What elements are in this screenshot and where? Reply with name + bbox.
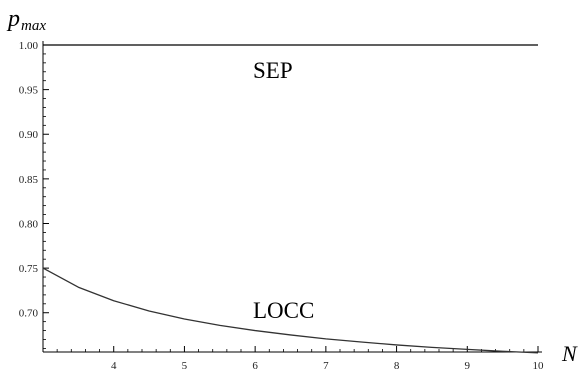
x-tick-label: 7 xyxy=(323,360,329,372)
x-tick-label: 9 xyxy=(465,360,471,372)
locc-line xyxy=(42,267,539,354)
x-tick-label: 5 xyxy=(182,360,188,372)
y-tick-label: 0.95 xyxy=(19,85,39,97)
x-tick-label: 4 xyxy=(111,360,117,372)
x-axis-label: N xyxy=(561,341,578,366)
y-axis-label-subscript: max xyxy=(21,18,46,34)
x-tick-label: 8 xyxy=(394,360,400,372)
y-tick-label: 0.85 xyxy=(19,174,39,186)
y-tick-label: 0.70 xyxy=(19,308,39,320)
y-tick-label: 1.00 xyxy=(19,40,39,52)
x-tick-label: 6 xyxy=(252,360,258,372)
x-tick-labels: 4 5 6 7 8 9 10 xyxy=(111,360,544,372)
y-tick-label: 0.90 xyxy=(19,129,39,141)
x-tick-label: 10 xyxy=(533,360,545,372)
y-tick-label: 0.75 xyxy=(19,263,39,275)
series-label-locc: LOCC xyxy=(253,298,314,323)
y-axis-label: pmax xyxy=(6,6,46,34)
series-label-sep: SEP xyxy=(253,58,293,83)
y-axis-label-main: p xyxy=(6,6,20,32)
y-tick-labels: 0.70 0.75 0.80 0.85 0.90 0.95 1.00 xyxy=(19,40,39,320)
series-lines xyxy=(42,44,539,354)
y-tick-label: 0.80 xyxy=(19,218,39,230)
